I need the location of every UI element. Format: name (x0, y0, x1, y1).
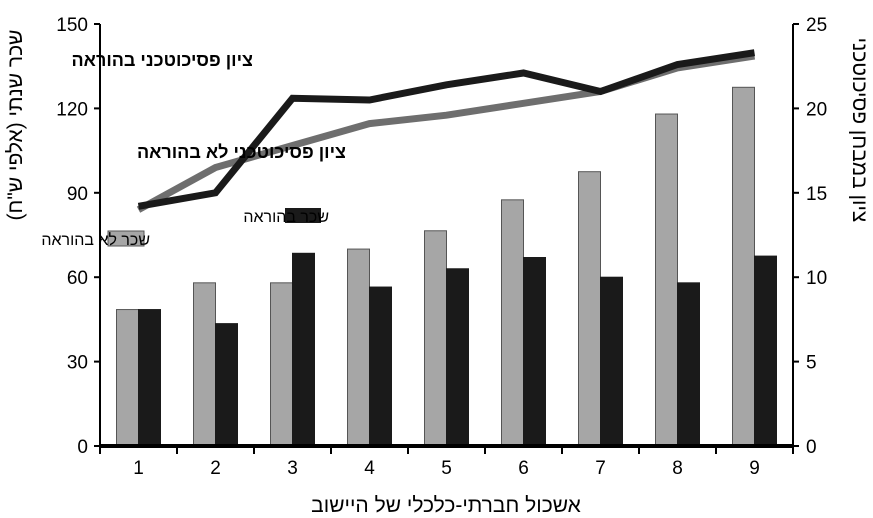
x-tick-label: 9 (749, 458, 760, 479)
lines-layer (136, 49, 756, 213)
right-tick-label: 15 (806, 184, 827, 205)
left-tick-label: 30 (67, 353, 88, 374)
bar-teaching-8 (677, 282, 700, 447)
axes-layer (99, 24, 794, 448)
line-teaching (137, 49, 756, 210)
x-tick-label: 4 (364, 458, 375, 479)
legend-label-nonteaching: שכר לא בהוראה (41, 231, 150, 249)
legend-bar-nonteaching: שכר לא בהוראה (41, 230, 150, 249)
bar-nonteaching-2 (193, 282, 216, 447)
x-tick-label: 7 (595, 458, 606, 479)
left-tick-label: 60 (67, 268, 88, 289)
left-tick-label: 90 (67, 184, 88, 205)
bar-nonteaching-8 (655, 113, 678, 447)
right-tick-label: 10 (806, 268, 827, 289)
bar-teaching-7 (600, 276, 623, 447)
x-tick-label: 2 (210, 458, 221, 479)
line-label-teaching: ציון פסיכוטכני בהוראה (72, 50, 254, 70)
x-tick-label: 5 (441, 458, 452, 479)
right-tick-label: 0 (806, 437, 817, 458)
bar-teaching-9 (754, 255, 777, 447)
bars-layer (116, 86, 777, 447)
x-tick-label: 1 (133, 458, 144, 479)
bar-nonteaching-1 (116, 309, 139, 447)
right-tick-label: 20 (806, 99, 827, 120)
bar-teaching-2 (215, 323, 238, 447)
bar-nonteaching-7 (578, 171, 601, 447)
bar-teaching-6 (523, 257, 546, 447)
bar-nonteaching-5 (424, 230, 447, 447)
legend-swatch-teaching (285, 208, 321, 223)
line-label-nonteaching: ציון פסיכוטכני לא בהוראה (137, 142, 346, 162)
legend-swatch-nonteaching (107, 230, 145, 247)
ticks-layer: 0 30 60 90 120 150 0 5 10 15 20 25 1 2 3 4 5 6 7 8 9 (56, 15, 827, 479)
x-tick-label: 8 (672, 458, 683, 479)
left-tick-label: 0 (77, 437, 88, 458)
right-tick-label: 25 (806, 15, 827, 36)
x-tick-label: 3 (287, 458, 298, 479)
bar-teaching-3 (292, 252, 315, 447)
right-tick-label: 5 (806, 353, 817, 374)
bar-nonteaching-6 (501, 199, 524, 447)
bar-teaching-5 (446, 268, 469, 447)
x-axis-title: אשכול חברתי-כלכלי של היישוב (311, 494, 581, 517)
x-tick-label: 6 (518, 458, 529, 479)
left-axis-title: שכר שנתי (אלפי ש"ח) (4, 30, 27, 221)
bar-nonteaching-3 (270, 282, 293, 447)
right-axis-title: ציון במבחן פסיכוטכני (848, 38, 871, 223)
legend-bar-teaching: שכר בהוראה (243, 208, 329, 226)
bar-nonteaching-4 (347, 248, 370, 447)
bar-teaching-4 (369, 286, 392, 447)
left-tick-label: 150 (56, 15, 88, 36)
bar-teaching-1 (138, 309, 161, 447)
bar-nonteaching-9 (732, 86, 755, 447)
legend-label-teaching: שכר בהוראה (243, 209, 329, 226)
left-tick-label: 120 (56, 99, 88, 120)
